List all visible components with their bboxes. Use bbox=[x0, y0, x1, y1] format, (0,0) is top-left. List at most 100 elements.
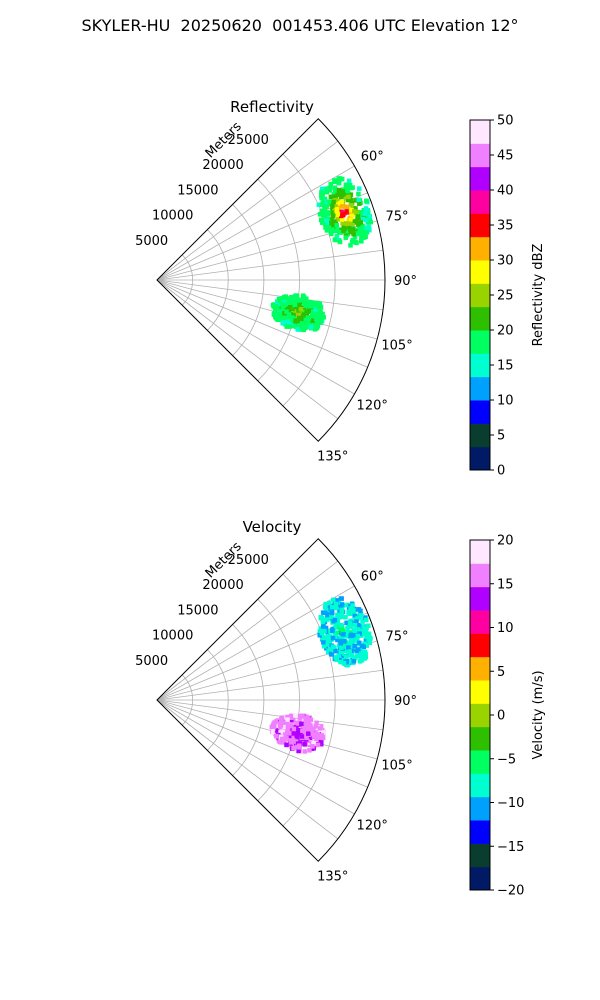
echo-gate bbox=[291, 295, 296, 301]
echo-gate bbox=[328, 647, 334, 652]
echo-gate bbox=[349, 640, 354, 645]
echo-gate bbox=[333, 194, 338, 199]
echo-gate bbox=[293, 732, 298, 737]
azimuth-spoke bbox=[156, 249, 384, 281]
echo-gate bbox=[321, 640, 326, 645]
echo-gate bbox=[319, 220, 325, 225]
echo-gate bbox=[348, 638, 354, 643]
echo-gate bbox=[302, 741, 307, 747]
echo-gate bbox=[346, 645, 351, 651]
azimuth-spoke bbox=[156, 279, 339, 420]
echo-gate bbox=[331, 199, 336, 205]
echo-gate bbox=[339, 176, 345, 182]
colorbar-swatch bbox=[470, 190, 490, 214]
echo-gate bbox=[364, 230, 370, 235]
colorbar-tick-label: −15 bbox=[497, 840, 524, 855]
echo-gate bbox=[310, 727, 315, 733]
echo-gate bbox=[341, 212, 346, 217]
echo-gate bbox=[320, 200, 326, 205]
colorbar-swatch bbox=[470, 633, 490, 658]
echo-gate bbox=[355, 637, 360, 643]
echo-gate bbox=[314, 735, 320, 740]
sector-outline bbox=[156, 538, 386, 862]
colorbar-tick-label: 35 bbox=[497, 219, 514, 234]
echo-gate bbox=[299, 317, 305, 323]
echo-gate bbox=[313, 301, 319, 307]
azimuth-spoke bbox=[156, 699, 368, 788]
echo-gate bbox=[344, 659, 349, 665]
echo-gate bbox=[294, 293, 300, 299]
echo-gate bbox=[328, 231, 334, 237]
echo-gate bbox=[358, 612, 364, 617]
echo-gate bbox=[344, 209, 349, 214]
echo-gate bbox=[304, 310, 309, 316]
echo-gate bbox=[344, 204, 349, 210]
echo-gate bbox=[323, 601, 328, 607]
echo-gate bbox=[314, 325, 320, 331]
echo-gate bbox=[325, 222, 331, 227]
radial-tick-label: 5000 bbox=[135, 234, 168, 249]
echo-gate bbox=[343, 654, 349, 659]
echo-gate bbox=[366, 623, 371, 628]
colorbar-swatch bbox=[470, 446, 490, 471]
echo-gate bbox=[359, 239, 364, 244]
echo-gate bbox=[361, 627, 367, 632]
echo-gate bbox=[336, 630, 341, 636]
azimuth-spoke bbox=[156, 279, 355, 395]
radial-tick-label: 20000 bbox=[202, 158, 243, 173]
echo-gate bbox=[332, 237, 338, 242]
echo-gate bbox=[291, 726, 297, 732]
echo-gate bbox=[295, 728, 301, 733]
echo-gate bbox=[324, 218, 329, 223]
echo-gate bbox=[287, 305, 293, 310]
echo-gate bbox=[361, 235, 367, 240]
echo-gate bbox=[335, 217, 340, 222]
echo-gate bbox=[337, 198, 342, 204]
echo-gate bbox=[338, 622, 343, 628]
echo-gate bbox=[352, 643, 357, 649]
echo-gate bbox=[358, 615, 363, 621]
echo-gate bbox=[322, 604, 328, 610]
echo-gate bbox=[351, 231, 356, 237]
echo-gate bbox=[278, 730, 283, 735]
echo-gate bbox=[332, 178, 337, 183]
echo-gate bbox=[330, 610, 335, 616]
echo-gate bbox=[349, 220, 355, 226]
echo-gate bbox=[333, 634, 339, 639]
chart-title: Velocity bbox=[243, 518, 302, 536]
echo-gate bbox=[339, 607, 345, 613]
echo-gate bbox=[322, 201, 328, 207]
reflectivity-panel: Reflectivity 60° 75° 90° 105° 120° 135° 5000 100… bbox=[0, 80, 600, 500]
echo-gate bbox=[360, 619, 365, 624]
echo-gate bbox=[345, 188, 350, 194]
colorbar-label: Reflectivity dBZ bbox=[531, 244, 546, 347]
echo-gate bbox=[277, 721, 283, 726]
echo-layer bbox=[270, 176, 374, 333]
echo-gate bbox=[307, 300, 312, 306]
echo-gate bbox=[320, 635, 326, 641]
echo-gate bbox=[346, 197, 351, 203]
echo-gate bbox=[285, 726, 291, 731]
colorbar-swatch bbox=[470, 166, 490, 191]
echo-gate bbox=[308, 731, 314, 737]
colorbar-swatch bbox=[470, 423, 490, 448]
echo-region bbox=[317, 596, 373, 668]
echo-gate bbox=[320, 192, 325, 197]
echo-gate bbox=[311, 323, 316, 329]
echo-gate bbox=[330, 210, 336, 215]
echo-gate bbox=[352, 633, 358, 638]
echo-gate bbox=[316, 202, 322, 208]
echo-gate bbox=[305, 723, 311, 729]
echo-gate bbox=[344, 620, 349, 626]
echo-gate bbox=[290, 732, 296, 737]
echo-gate bbox=[327, 199, 333, 204]
colorbar-tick-label: 15 bbox=[497, 577, 514, 592]
colorbar-swatch bbox=[470, 120, 490, 144]
colorbar-tick-label: 5 bbox=[497, 429, 505, 444]
echo-gate bbox=[346, 640, 352, 646]
echo-gate bbox=[336, 600, 342, 605]
echo-gate bbox=[296, 321, 302, 326]
echo-gate bbox=[322, 221, 328, 226]
echo-gate bbox=[351, 659, 356, 664]
echo-gate bbox=[287, 324, 293, 329]
